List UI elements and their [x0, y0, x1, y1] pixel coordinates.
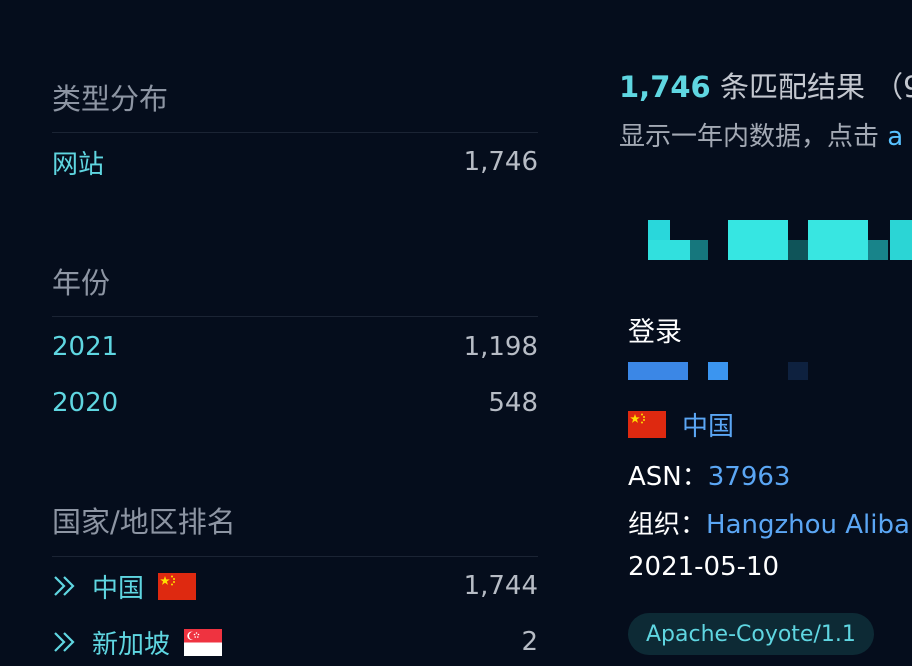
filter-count: 1,744 [463, 571, 538, 601]
server-tag[interactable]: Apache-Coyote/1.1 [628, 613, 874, 655]
country-link[interactable]: 中国 [682, 412, 735, 442]
result-note-text: 显示一年内数据，点击 [619, 122, 888, 152]
filter-count: 1,746 [463, 147, 538, 177]
filter-count: 1,198 [463, 332, 538, 362]
result-count: 1,746 条匹配结果 （9 [619, 64, 912, 106]
filter-item-2020[interactable]: 2020 548 [52, 383, 538, 423]
result-title[interactable]: 登录 [628, 317, 682, 348]
result-note: 显示一年内数据，点击 a [619, 116, 903, 153]
filter-item-singapore[interactable]: 新加坡 2 [52, 622, 538, 662]
filter-label: 新加坡 [92, 629, 171, 660]
filter-item-website[interactable]: 网站 1,746 [52, 142, 538, 182]
org-row: 组织：Hangzhou Alibaba [628, 504, 912, 541]
type-distribution-title: 类型分布 [52, 82, 169, 116]
filter-item-2021[interactable]: 2021 1,198 [52, 327, 538, 367]
filter-label: 中国 [92, 573, 145, 604]
filter-count: 2 [521, 627, 538, 657]
result-date: 2021-05-10 [628, 552, 780, 582]
org-label: 组织： [628, 510, 707, 540]
result-count-suffix: 条匹配结果 （9 [719, 70, 912, 104]
filter-count: 548 [488, 388, 538, 418]
filter-item-china[interactable]: 中国 1,744 [52, 566, 538, 606]
asn-label: ASN： [628, 462, 708, 492]
double-chevron-right-icon [54, 576, 75, 596]
year-title: 年份 [52, 266, 111, 300]
result-country[interactable]: 中国 [628, 406, 734, 443]
cn-flag-icon [628, 411, 666, 438]
filter-label: 2021 [52, 332, 119, 362]
asn-row: ASN：37963 [628, 456, 790, 493]
result-count-number: 1,746 [619, 70, 711, 104]
double-chevron-right-icon [54, 632, 75, 652]
divider [52, 316, 538, 317]
cn-flag-icon [158, 572, 197, 600]
org-link[interactable]: Hangzhou Alibaba [706, 510, 912, 540]
divider [52, 132, 538, 133]
result-note-link[interactable]: a [887, 122, 904, 152]
asn-link[interactable]: 37963 [707, 462, 791, 492]
filter-label: 网站 [52, 149, 105, 180]
country-ranking-title: 国家/地区排名 [52, 505, 236, 539]
divider [52, 556, 538, 557]
filter-label: 2020 [52, 388, 119, 418]
sg-flag-icon [184, 628, 223, 656]
